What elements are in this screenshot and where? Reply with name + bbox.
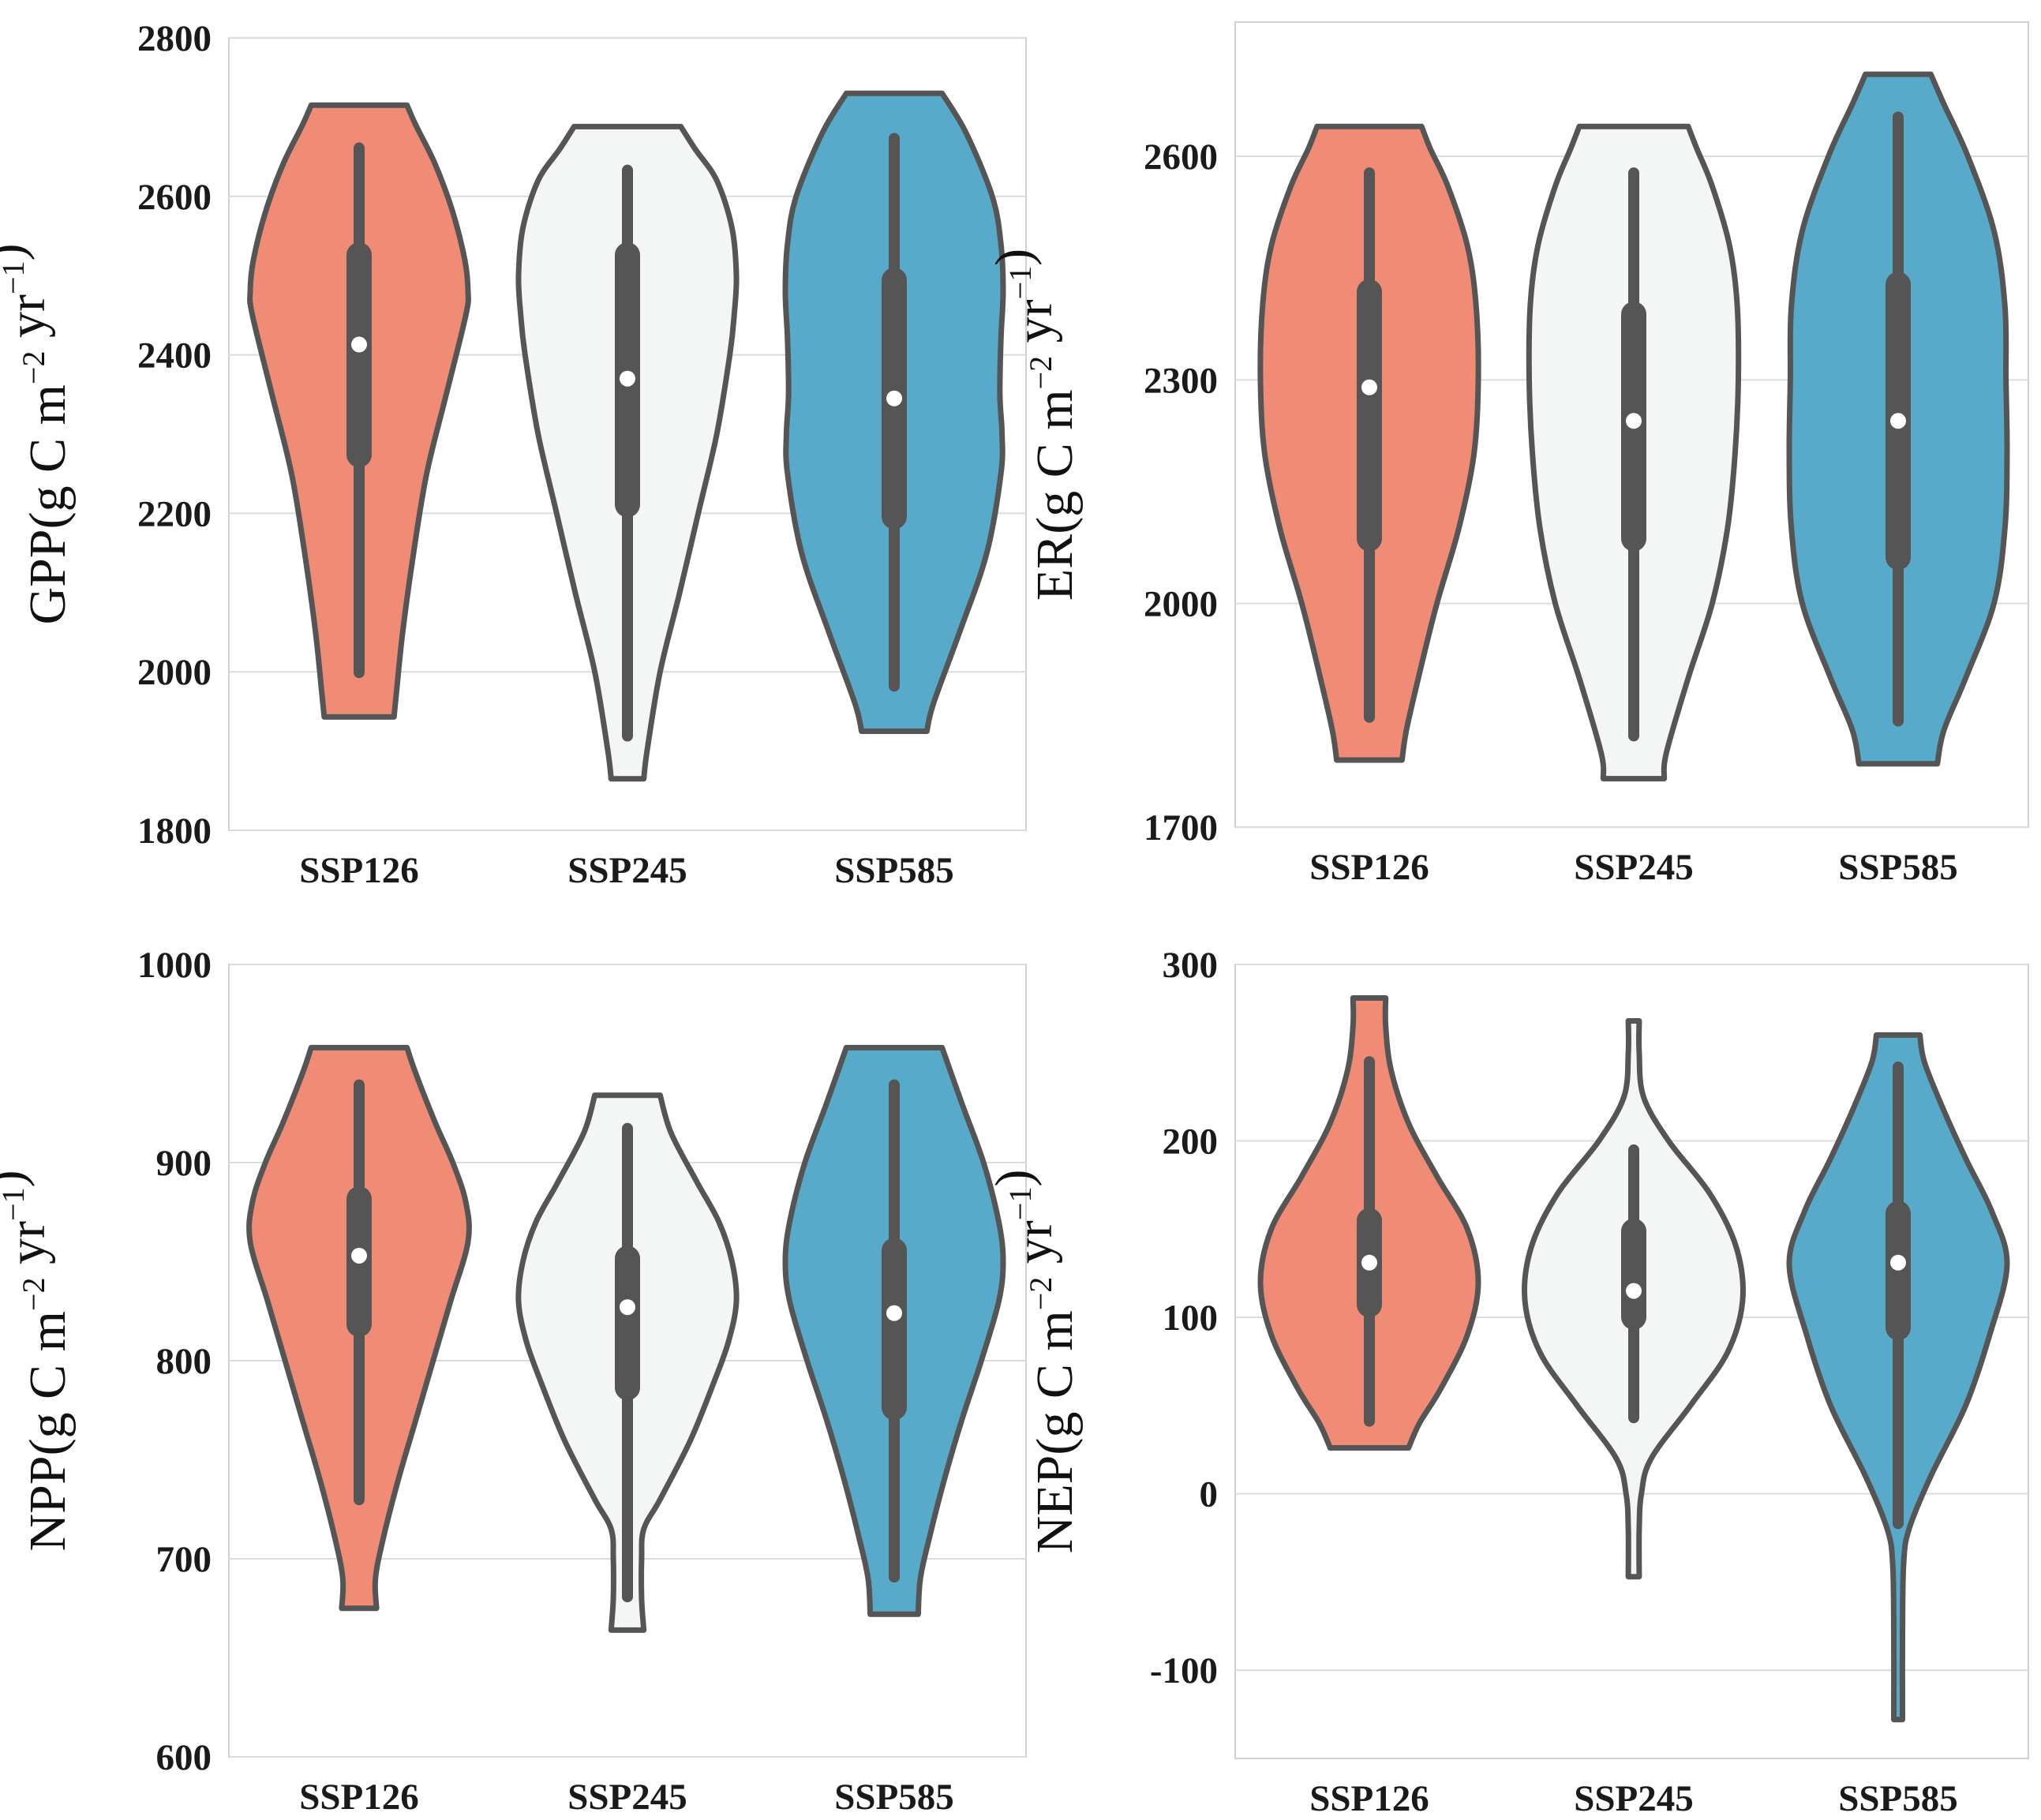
y-tick-label: 1700 bbox=[1144, 807, 1218, 848]
median-dot-ssp126 bbox=[351, 336, 367, 353]
panel-gpp: 1800 2000 2200 2400 2600 2800 GPP(g C m−2 yr−1… bbox=[0, 18, 1027, 891]
y-axis-label: ER(g C m−2 yr−1) bbox=[985, 249, 1084, 601]
y-tick-label: 200 bbox=[1163, 1122, 1219, 1163]
panel-er: 1700 2000 2300 2600 ER(g C m−2 yr−1) SSP126 SS… bbox=[985, 21, 2029, 888]
iqr-box-ssp245 bbox=[1621, 1218, 1646, 1330]
x-tick-label: SSP585 bbox=[1838, 1778, 1958, 1819]
y-tick-label: 1000 bbox=[137, 945, 212, 986]
median-dot-ssp585 bbox=[1890, 413, 1906, 429]
median-dot-ssp126 bbox=[1361, 379, 1377, 395]
y-tick-label: 2200 bbox=[137, 493, 212, 534]
x-tick-label: SSP245 bbox=[1574, 1778, 1694, 1819]
y-tick-label: 1800 bbox=[137, 811, 212, 852]
median-dot-ssp126 bbox=[1361, 1254, 1377, 1271]
y-tick-label: 2600 bbox=[1144, 137, 1218, 178]
x-tick-label: SSP245 bbox=[1574, 847, 1694, 888]
x-tick-label: SSP585 bbox=[834, 1777, 954, 1818]
y-axis-label: NEP(g C m−2 yr−1) bbox=[985, 1170, 1084, 1554]
x-tick-label: SSP245 bbox=[567, 1777, 687, 1818]
x-tick-label: SSP126 bbox=[299, 850, 419, 891]
y-tick-label: 2400 bbox=[137, 335, 212, 376]
median-dot-ssp245 bbox=[620, 1299, 635, 1316]
x-tick-label: SSP126 bbox=[1309, 847, 1429, 888]
median-dot-ssp245 bbox=[620, 370, 635, 387]
y-axis-label: NPP(g C m−2 yr−1) bbox=[0, 1170, 77, 1551]
y-axis-label: GPP(g C m−2 yr−1) bbox=[0, 243, 77, 624]
y-tick-label: 800 bbox=[156, 1341, 212, 1382]
iqr-box-ssp585 bbox=[882, 1238, 907, 1421]
median-dot-ssp245 bbox=[1626, 1283, 1642, 1299]
y-tick-label: 100 bbox=[1163, 1298, 1219, 1339]
median-dot-ssp585 bbox=[886, 390, 902, 406]
median-dot-ssp585 bbox=[1890, 1254, 1906, 1271]
iqr-box-ssp585 bbox=[1886, 1200, 1911, 1341]
y-tick-label: 2300 bbox=[1144, 360, 1218, 401]
y-tick-label: 900 bbox=[156, 1143, 212, 1184]
x-tick-label: SSP585 bbox=[834, 850, 954, 891]
y-tick-label: 2000 bbox=[137, 652, 212, 693]
y-tick-label: -100 bbox=[1150, 1650, 1218, 1691]
y-tick-label: 600 bbox=[156, 1737, 212, 1778]
iqr-box-ssp126 bbox=[1357, 279, 1382, 552]
y-tick-label: 300 bbox=[1163, 945, 1219, 986]
y-tick-label: 2600 bbox=[137, 177, 212, 218]
median-dot-ssp245 bbox=[1626, 413, 1642, 429]
x-tick-label: SSP245 bbox=[567, 850, 687, 891]
y-tick-label: 2000 bbox=[1144, 584, 1218, 625]
panel-nep: -100 0 100 200 300 NEP(g C m−2 yr−1) SSP126 SSP… bbox=[985, 945, 2029, 1819]
median-dot-ssp126 bbox=[351, 1247, 367, 1264]
y-tick-label: 0 bbox=[1200, 1474, 1219, 1515]
y-tick-label: 700 bbox=[156, 1539, 212, 1580]
median-dot-ssp585 bbox=[886, 1305, 902, 1321]
x-tick-label: SSP585 bbox=[1838, 847, 1958, 888]
y-tick-label: 2800 bbox=[137, 18, 212, 59]
iqr-box-ssp245 bbox=[615, 1245, 640, 1401]
x-tick-label: SSP126 bbox=[1309, 1778, 1429, 1819]
panel-npp: 600 700 800 900 1000 NPP(g C m−2 yr−1) SSP126 S… bbox=[0, 945, 1027, 1818]
iqr-box-ssp126 bbox=[346, 242, 372, 468]
x-tick-label: SSP126 bbox=[299, 1777, 419, 1818]
